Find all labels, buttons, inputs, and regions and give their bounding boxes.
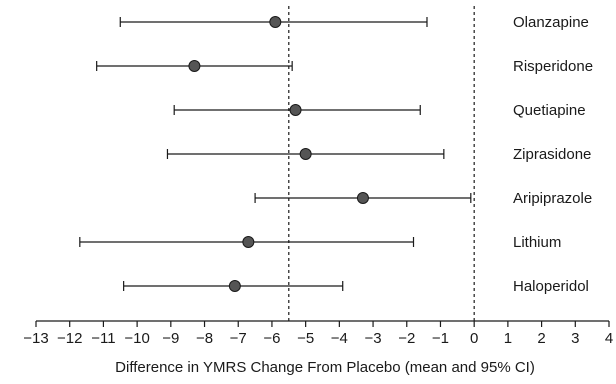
forest-row: Ziprasidone — [166, 146, 591, 163]
row-label: Haloperidol — [513, 278, 589, 295]
forest-row: Risperidone — [96, 58, 593, 75]
row-label: Quetiapine — [513, 102, 586, 119]
mean-marker — [299, 148, 312, 160]
x-tick-label: −1 — [432, 330, 449, 347]
forest-row: Haloperidol — [123, 278, 589, 295]
row-label: Lithium — [513, 234, 561, 251]
row-label: Risperidone — [513, 58, 593, 75]
forest-row: Olanzapine — [119, 14, 589, 31]
x-tick-label: 4 — [605, 330, 613, 347]
x-tick-label: −5 — [297, 330, 314, 347]
row-label: Ziprasidone — [513, 146, 591, 163]
mean-marker — [242, 236, 255, 248]
row-label: Aripiprazole — [513, 190, 592, 207]
x-tick-label: −6 — [263, 330, 280, 347]
x-tick-label: 1 — [504, 330, 512, 347]
mean-marker — [289, 104, 302, 116]
x-axis: −13 −12 −11 −10 −9 −8 −7 −6 −5 −4 −3 −2 −1 0 1 2 3 4 — [23, 320, 613, 347]
x-tick-label: −7 — [230, 330, 247, 347]
x-tick-label: −11 — [91, 330, 115, 347]
x-tick-label: −10 — [124, 330, 149, 347]
forest-row: Aripiprazole — [254, 190, 592, 207]
mean-marker — [269, 16, 282, 28]
x-tick-label: 3 — [571, 330, 579, 347]
x-tick-label: −2 — [398, 330, 415, 347]
x-tick-label: −13 — [23, 330, 48, 347]
x-tick-label: −9 — [162, 330, 179, 347]
x-tick-label: 2 — [537, 330, 545, 347]
x-tick-label: −3 — [365, 330, 382, 347]
x-tick-label: −8 — [196, 330, 213, 347]
forest-row: Quetiapine — [173, 102, 586, 119]
reference-lines — [288, 6, 475, 321]
x-axis-label: Difference in YMRS Change From Placebo (… — [115, 359, 535, 376]
forest-row: Lithium — [79, 234, 561, 251]
row-label: Olanzapine — [513, 14, 589, 31]
x-tick-label: 0 — [470, 330, 478, 347]
mean-marker — [356, 192, 369, 204]
x-tick-label: −4 — [331, 330, 348, 347]
x-tick-label: −12 — [57, 330, 82, 347]
series-rows: Olanzapine Risperidone Quetiapine Ziprasido… — [79, 14, 593, 295]
mean-marker — [188, 60, 201, 72]
mean-marker — [228, 280, 241, 292]
